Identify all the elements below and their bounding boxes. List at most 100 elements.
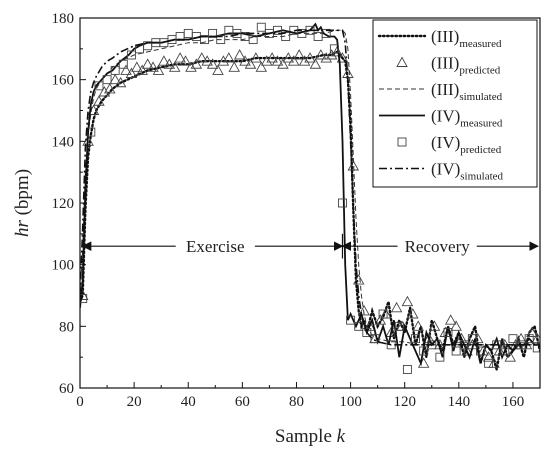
series-iv-measured <box>80 22 540 367</box>
x-tick-label: 0 <box>76 394 84 410</box>
data-point-iv-predicted <box>118 59 128 69</box>
data-point-iii-predicted <box>455 332 468 344</box>
data-point-iv-predicted <box>451 346 461 356</box>
data-point-iii-predicted <box>147 61 159 72</box>
data-point-iii-predicted <box>239 55 251 66</box>
data-point-iv-predicted <box>402 365 412 374</box>
data-point-iii-predicted <box>304 52 316 63</box>
data-point-iii-predicted <box>444 314 457 325</box>
data-point-iv-predicted <box>94 81 104 91</box>
y-axis-ticks: 60 80 100 120 140 160 180 <box>52 11 86 397</box>
data-point-iii-predicted <box>223 52 235 63</box>
x-tick-label: 20 <box>127 394 142 410</box>
data-point-iii-predicted <box>374 314 387 325</box>
legend-label: (III)predicted <box>431 54 501 77</box>
data-point-iii-predicted <box>271 55 284 66</box>
data-point-iii-predicted <box>174 52 186 63</box>
data-point-iii-predicted <box>125 67 138 78</box>
legend-label: (IV)predicted <box>431 133 502 156</box>
y-tick-label: 80 <box>59 319 74 335</box>
data-point-iii-predicted <box>412 320 424 331</box>
data-point-iv-predicted <box>80 294 88 304</box>
data-point-iii-predicted <box>109 73 121 85</box>
y-axis-title: hr (bpm) <box>12 169 33 237</box>
x-tick-label: 100 <box>339 394 362 410</box>
y-axis-variable: hr <box>12 220 33 238</box>
data-point-iii-predicted <box>277 58 289 69</box>
data-point-iv-predicted <box>256 22 266 32</box>
data-point-iv-predicted <box>216 35 226 45</box>
x-axis-variable: k <box>337 426 346 447</box>
data-point-iv-predicted <box>419 346 429 356</box>
data-point-iii-predicted <box>450 320 462 331</box>
data-point-iii-predicted <box>136 64 148 75</box>
data-point-iii-predicted <box>488 357 500 368</box>
x-tick-label: 160 <box>502 394 525 410</box>
legend-label: (III)measured <box>431 27 502 50</box>
legend-swatch <box>396 56 408 67</box>
data-point-iii-predicted <box>293 49 305 60</box>
data-point-iv-predicted <box>476 346 485 356</box>
legend-entry-iv-measured: (IV)measured <box>379 107 503 130</box>
data-point-iv-predicted <box>524 334 534 344</box>
data-point-iii-predicted <box>255 61 268 72</box>
data-point-iv-predicted <box>126 50 136 60</box>
data-point-iii-predicted <box>515 332 527 344</box>
series-line-iii-measured <box>80 50 540 370</box>
legend-entry-iii-measured: (III)measured <box>377 27 502 50</box>
y-tick-label: 180 <box>52 11 75 27</box>
data-point-iv-predicted <box>370 334 380 344</box>
data-point-iii-predicted <box>309 58 322 69</box>
data-point-iii-predicted <box>347 160 360 171</box>
data-point-iv-predicted <box>354 321 364 331</box>
data-point-iii-predicted <box>260 55 273 66</box>
x-tick-label: 60 <box>235 394 250 410</box>
data-point-iii-predicted <box>228 61 240 72</box>
y-tick-label: 140 <box>52 134 75 150</box>
data-point-iii-predicted <box>390 301 403 313</box>
data-point-iii-predicted <box>114 76 127 88</box>
data-point-iii-predicted <box>152 64 165 75</box>
data-point-iii-predicted <box>163 58 176 69</box>
phase-annotations: Exercise Recovery <box>81 233 539 259</box>
legend-entry-iv-predicted: (IV)predicted <box>397 133 502 156</box>
data-point-iii-predicted <box>158 55 170 66</box>
data-point-iii-predicted <box>206 58 219 69</box>
data-point-iii-predicted <box>401 295 414 307</box>
phase-label-exercise: Exercise <box>186 237 245 256</box>
data-point-iv-predicted <box>110 65 120 75</box>
data-point-iii-predicted <box>282 52 295 63</box>
x-axis-title: Sample k <box>275 426 346 447</box>
series-iii-predicted <box>80 45 540 368</box>
data-point-iii-predicted <box>179 55 192 66</box>
legend-entry-iii-predicted: (III)predicted <box>396 54 501 77</box>
data-point-iii-predicted <box>131 61 143 72</box>
x-tick-label: 80 <box>289 394 304 410</box>
data-point-iv-predicted <box>411 334 420 344</box>
data-point-iii-predicted <box>358 304 370 316</box>
data-point-iv-predicted <box>484 358 494 368</box>
data-point-iii-predicted <box>407 308 419 319</box>
series-iii-measured <box>80 50 540 370</box>
legend-box <box>372 19 538 188</box>
data-point-iii-predicted <box>98 86 111 97</box>
x-tick-label: 120 <box>393 394 416 410</box>
legend-label: (IV)measured <box>431 107 503 130</box>
data-point-iii-predicted <box>531 332 540 344</box>
data-point-iii-predicted <box>331 45 343 57</box>
data-point-iv-predicted <box>248 35 258 45</box>
data-point-iv-predicted <box>321 28 331 38</box>
x-tick-label: 140 <box>448 394 471 410</box>
data-point-iv-predicted <box>273 25 282 35</box>
data-point-iii-predicted <box>190 58 203 69</box>
phase-label-recovery: Recovery <box>405 237 471 256</box>
data-point-iii-predicted <box>423 332 435 344</box>
data-point-iii-predicted <box>185 61 197 72</box>
data-point-iii-predicted <box>93 95 105 106</box>
data-point-iv-predicted <box>183 28 193 38</box>
data-point-iv-predicted <box>435 352 445 362</box>
data-point-iii-predicted <box>472 332 484 344</box>
series-line-iv-measured <box>80 22 540 367</box>
data-point-iv-predicted <box>378 309 388 319</box>
